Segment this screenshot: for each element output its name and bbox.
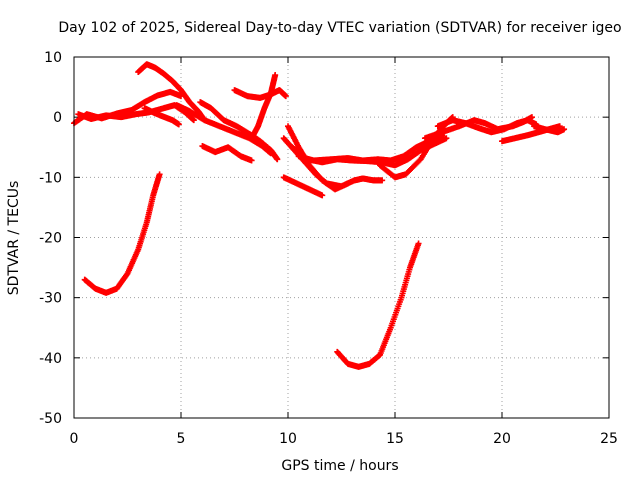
y-tick-label: -10	[39, 170, 62, 186]
data-point	[175, 121, 182, 128]
y-axis-label: SDTVAR / TECUs	[6, 181, 22, 296]
data-point	[319, 192, 326, 199]
data-point	[248, 157, 255, 164]
data-point	[274, 156, 281, 163]
y-tick-label: 10	[44, 50, 62, 66]
data-point	[561, 126, 568, 133]
data-point	[443, 135, 450, 142]
x-tick-label: 10	[279, 431, 297, 447]
data-point	[344, 180, 351, 187]
series-pass-8	[231, 87, 289, 101]
x-tick-label: 15	[386, 431, 404, 447]
data-point	[156, 171, 163, 178]
series-pass-19	[531, 123, 568, 136]
x-tick-label: 25	[600, 431, 618, 447]
series-pass-17	[434, 117, 540, 136]
chart-title: Day 102 of 2025, Sidereal Day-to-day VTE…	[58, 20, 621, 36]
axis-ticks: 0 5 10 15 20 25 -50 -40 -30 -20 -10 0 10	[39, 50, 618, 447]
y-tick-label: -40	[39, 351, 62, 367]
series-pass-12	[280, 174, 326, 199]
data-point	[272, 72, 279, 79]
y-tick-label: -50	[39, 411, 62, 427]
x-tick-label: 5	[177, 431, 186, 447]
series-pass-7	[199, 143, 255, 164]
series-pass-20	[81, 171, 163, 296]
series-pass-4	[135, 61, 208, 124]
series-pass-5	[173, 102, 274, 157]
y-tick-label: -20	[39, 231, 62, 247]
series-pass-9	[248, 72, 279, 142]
data-point	[282, 93, 289, 100]
y-tick-label: 0	[53, 110, 62, 126]
data-point	[190, 117, 197, 124]
y-tick-label: -30	[39, 291, 62, 307]
data-series	[71, 61, 568, 370]
x-axis-label: GPS time / hours	[281, 458, 398, 474]
grid-lines	[74, 57, 609, 418]
plot-frame	[73, 56, 610, 419]
data-point	[379, 177, 386, 184]
x-tick-label: 20	[493, 431, 511, 447]
series-pass-3	[141, 105, 182, 128]
data-point	[415, 240, 422, 247]
x-tick-label: 0	[70, 431, 79, 447]
series-pass-21	[334, 240, 422, 370]
series-pass-2	[71, 88, 184, 127]
